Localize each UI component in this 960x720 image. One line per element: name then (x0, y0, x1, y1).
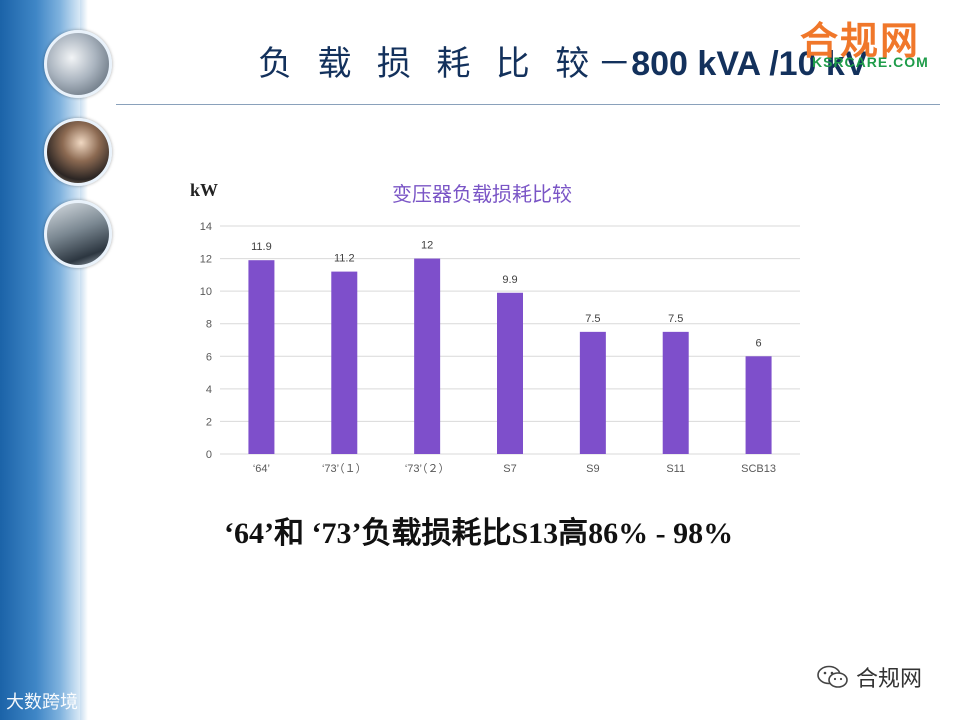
y-unit-label: kW (190, 180, 219, 200)
y-tick-label: 2 (206, 416, 212, 428)
x-tick-label: SCB13 (741, 463, 776, 475)
x-tick-label: ‘73’（１） (322, 462, 367, 475)
y-tick-label: 4 (206, 384, 212, 396)
bar-chart: 0 2 4 6 8 10 12 14 11.9 ‘64’ 11.2 ‘73’（１） 12 ‘73’（２） 9… (200, 221, 800, 475)
bar (497, 292, 523, 454)
data-label: 11.2 (334, 253, 355, 265)
brand-logo-url: KSRCARE.COM (812, 54, 929, 70)
page-title-dash: － (597, 45, 632, 83)
bar (579, 331, 606, 454)
brand-logo: 合规网 KSRCARE.COM (794, 10, 944, 72)
page-title-en: 800 kVA /10 kV (631, 45, 868, 83)
data-label: 7.5 (585, 313, 600, 325)
page-title-cn: 负 载 损 耗 比 较 (258, 45, 598, 83)
decor-photo-crowd (44, 200, 112, 268)
y-tick-label: 6 (206, 351, 212, 363)
brand-logo-text: 合规网 (800, 21, 921, 63)
data-label: 12 (421, 240, 433, 252)
y-tick-label: 14 (200, 221, 212, 233)
y-tick-label: 12 (200, 254, 212, 266)
y-tick-label: 10 (200, 286, 212, 298)
x-tick-label: ‘73’（２） (405, 462, 450, 475)
data-label: 11.9 (251, 241, 272, 253)
page-title: 负 载 损 耗 比 较－800 kVA /10 kV (258, 36, 868, 85)
y-tick-label: 8 (206, 319, 212, 331)
decor-photo-people (44, 118, 112, 186)
x-tick-label: ‘64’ (253, 463, 270, 475)
bar (331, 271, 358, 454)
x-tick-label: S9 (586, 463, 599, 475)
wechat-icon (817, 665, 848, 688)
x-tick-label: S7 (503, 463, 516, 475)
data-label: 7.5 (668, 313, 683, 325)
title-divider (116, 104, 940, 105)
bar (248, 260, 275, 454)
bar (414, 258, 441, 454)
data-label: 9.9 (502, 274, 517, 286)
bar (745, 356, 772, 454)
sidebar-stripe (80, 0, 88, 720)
watermark-text: 合规网 (856, 666, 923, 691)
bar (662, 331, 689, 454)
corner-watermark: 大数跨境 (6, 692, 78, 712)
x-tick-label: S11 (666, 463, 685, 475)
chart-title: 变压器负载损耗比较 (392, 184, 572, 206)
watermark: 合规网 (816, 662, 922, 692)
y-tick-label: 0 (206, 449, 212, 461)
decor-photo-devices (44, 30, 112, 98)
sidebar-band (0, 0, 80, 720)
summary-statement: ‘64’和 ‘73’负载损耗比S13高86% - 98% (224, 517, 734, 550)
data-label: 6 (756, 337, 762, 349)
